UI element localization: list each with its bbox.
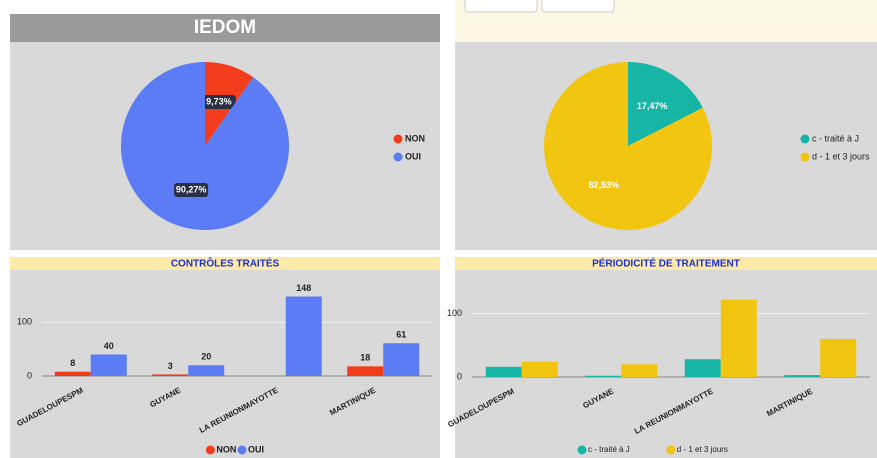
label-box	[201, 94, 236, 109]
pie-slice	[121, 62, 290, 230]
legend-swatch	[800, 134, 810, 144]
bar	[383, 343, 420, 376]
bar	[285, 296, 322, 376]
legend-label: NON	[216, 444, 236, 454]
filter-button[interactable]	[541, 0, 615, 13]
y-tick-label: 100	[17, 317, 32, 327]
data-label: 90,27%	[176, 184, 207, 194]
pie-slice	[628, 62, 703, 146]
bar	[54, 371, 91, 376]
header-bar	[10, 14, 440, 42]
pie-slice	[544, 62, 713, 230]
bar	[90, 354, 127, 376]
data-label: 18	[360, 353, 370, 363]
filter-button[interactable]	[464, 0, 538, 13]
legend-swatch	[577, 445, 587, 455]
bar	[621, 364, 658, 377]
bar	[820, 338, 857, 377]
legend-label: d - 1 et 3 jours	[812, 151, 870, 161]
legend-label: NON	[405, 133, 425, 143]
chart-title: PÉRIODICITÉ DE TRAITEMENT	[592, 257, 740, 270]
bar	[152, 374, 189, 376]
data-label: 17,47%	[637, 101, 668, 111]
legend-swatch	[205, 445, 215, 455]
legend-label: OUI	[248, 444, 264, 454]
data-label: 148	[296, 283, 311, 293]
bar	[347, 366, 384, 376]
title-bar	[455, 257, 877, 270]
data-label: 8	[70, 358, 75, 368]
legend-swatch	[800, 152, 810, 162]
label-box	[174, 183, 209, 198]
legend-label: c - traité à J	[812, 133, 859, 143]
bar	[188, 365, 225, 376]
bar	[684, 359, 721, 377]
data-label: 82,53%	[589, 180, 620, 190]
chart-title: IEDOM	[194, 17, 256, 38]
legend-swatch	[666, 445, 676, 455]
data-label: 40	[104, 341, 114, 351]
bar	[521, 361, 558, 377]
data-label: 3	[168, 361, 173, 371]
data-label: 20	[201, 352, 211, 362]
bar	[784, 375, 821, 377]
panel	[10, 257, 440, 458]
legend-swatch	[237, 445, 247, 455]
y-tick-label: 100	[447, 308, 462, 318]
panel	[455, 257, 877, 458]
bar	[720, 299, 757, 377]
y-tick-label: 0	[27, 370, 32, 380]
bar	[585, 375, 622, 377]
legend-label: c - traité à J	[588, 445, 630, 454]
y-tick-label: 0	[457, 371, 462, 381]
data-label: 61	[396, 330, 406, 340]
bar	[485, 366, 522, 377]
legend-label: OUI	[405, 151, 421, 161]
title-bar	[10, 257, 440, 270]
data-label: 9,73%	[206, 96, 232, 106]
legend-swatch	[393, 134, 403, 144]
legend-swatch	[393, 152, 403, 162]
chart-title: CONTRÔLES TRAITÉS	[171, 257, 280, 270]
legend-label: d - 1 et 3 jours	[677, 445, 728, 454]
